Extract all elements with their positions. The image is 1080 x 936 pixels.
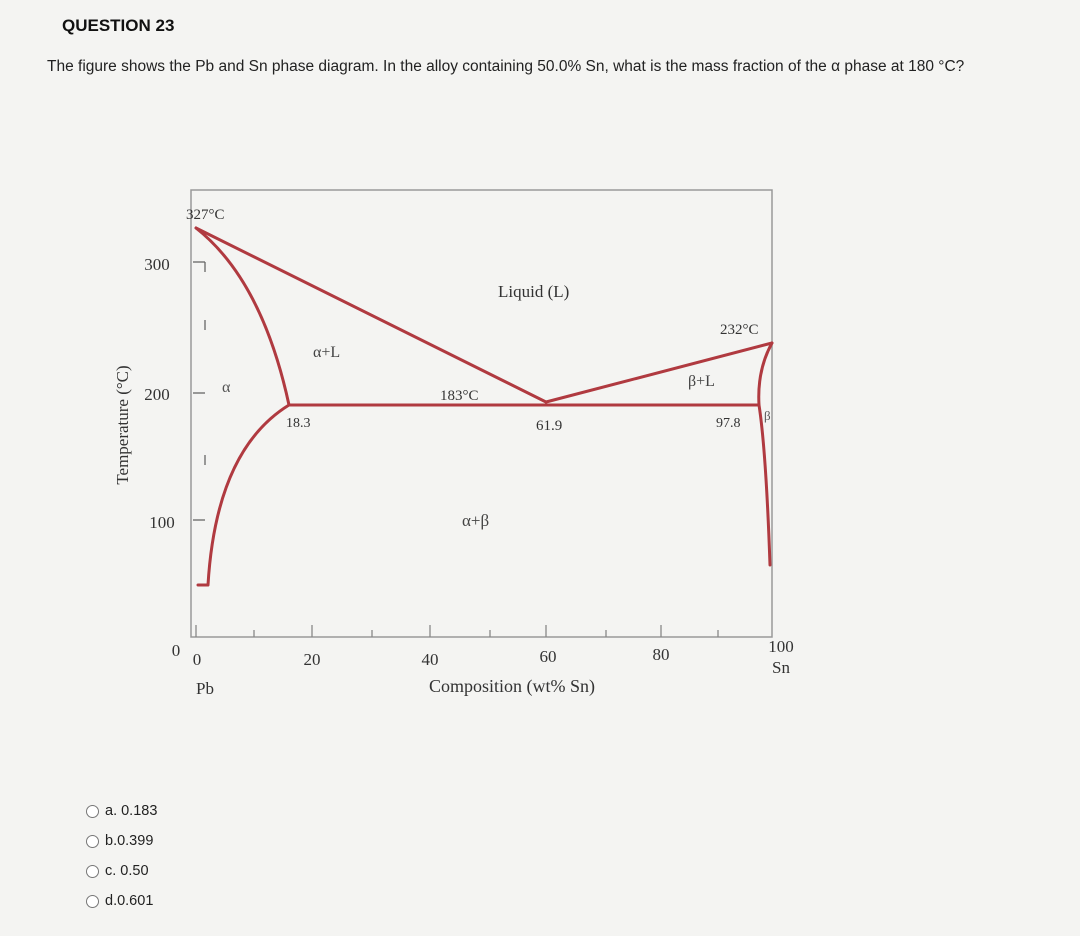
beta-region-label: β	[764, 408, 771, 423]
radio-button[interactable]	[86, 804, 99, 818]
x-tick-label: 20	[304, 650, 321, 669]
pb-melting-point-label: 327°C	[186, 207, 225, 223]
eutectic-composition-label: 61.9	[536, 418, 562, 434]
x-left-element: Pb	[196, 679, 214, 698]
y-tick-label: 200	[144, 385, 170, 404]
phase-boundaries	[194, 226, 774, 587]
x-tick-label: 0	[193, 650, 202, 669]
answer-label: a. 0.183	[105, 803, 158, 819]
answer-option-c[interactable]: c. 0.50	[86, 856, 157, 886]
solidus-beta	[757, 341, 774, 407]
x-tick-label: 100	[768, 637, 794, 656]
beta-limit-label: 97.8	[716, 416, 741, 431]
y-tick-label: 100	[149, 513, 175, 532]
question-text: The figure shows the Pb and Sn phase dia…	[47, 58, 965, 75]
x-tick-label: 80	[653, 645, 670, 664]
radio-button[interactable]	[86, 864, 99, 878]
x-axis-ticks	[195, 625, 719, 637]
alpha-region-label: α	[222, 379, 231, 396]
eutectic-temperature-label: 183°C	[440, 388, 479, 404]
alpha-beta-region-label: α+β	[462, 511, 489, 530]
radio-button[interactable]	[86, 894, 99, 908]
y-axis-ticks	[193, 261, 206, 521]
solvus-beta	[757, 403, 772, 567]
answer-label: c. 0.50	[105, 863, 149, 879]
answer-option-b[interactable]: b.0.399	[86, 826, 157, 856]
y-tick-label: 300	[144, 255, 170, 274]
answer-label: b.0.399	[105, 833, 154, 849]
solidus-alpha	[194, 226, 291, 407]
liquidus-right	[544, 341, 774, 404]
solvus-alpha	[196, 403, 291, 587]
question-title: QUESTION 23	[62, 16, 175, 35]
sn-melting-point-label: 232°C	[720, 322, 759, 338]
liquid-region-label: Liquid (L)	[498, 282, 569, 301]
x-right-element: Sn	[772, 658, 790, 677]
x-axis-label: Composition (wt% Sn)	[429, 676, 595, 697]
answer-options: a. 0.183 b.0.399 c. 0.50 d.0.601	[86, 796, 157, 916]
plot-frame	[190, 189, 773, 638]
alpha-liquid-region-label: α+L	[313, 344, 340, 361]
answer-option-a[interactable]: a. 0.183	[86, 796, 157, 826]
radio-button[interactable]	[86, 834, 99, 848]
liquidus-left	[194, 226, 548, 404]
beta-liquid-region-label: β+L	[688, 373, 715, 390]
y-tick-label: 0	[172, 641, 181, 660]
answer-label: d.0.601	[105, 893, 154, 909]
x-tick-label: 60	[540, 647, 557, 666]
x-tick-label: 40	[422, 650, 439, 669]
phase-diagram: 300 200 100 0 Temperature (°C) 0 20 40 6…	[113, 189, 794, 698]
answer-option-d[interactable]: d.0.601	[86, 886, 157, 916]
alpha-limit-label: 18.3	[286, 416, 311, 431]
y-axis-label: Temperature (°C)	[113, 365, 132, 484]
